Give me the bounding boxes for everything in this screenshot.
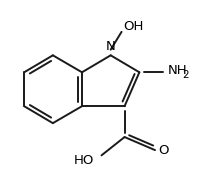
Text: OH: OH bbox=[124, 20, 144, 33]
Text: N: N bbox=[106, 40, 116, 53]
Text: 2: 2 bbox=[182, 70, 189, 80]
Text: HO: HO bbox=[74, 154, 94, 167]
Text: NH: NH bbox=[168, 65, 188, 78]
Text: O: O bbox=[159, 144, 169, 157]
